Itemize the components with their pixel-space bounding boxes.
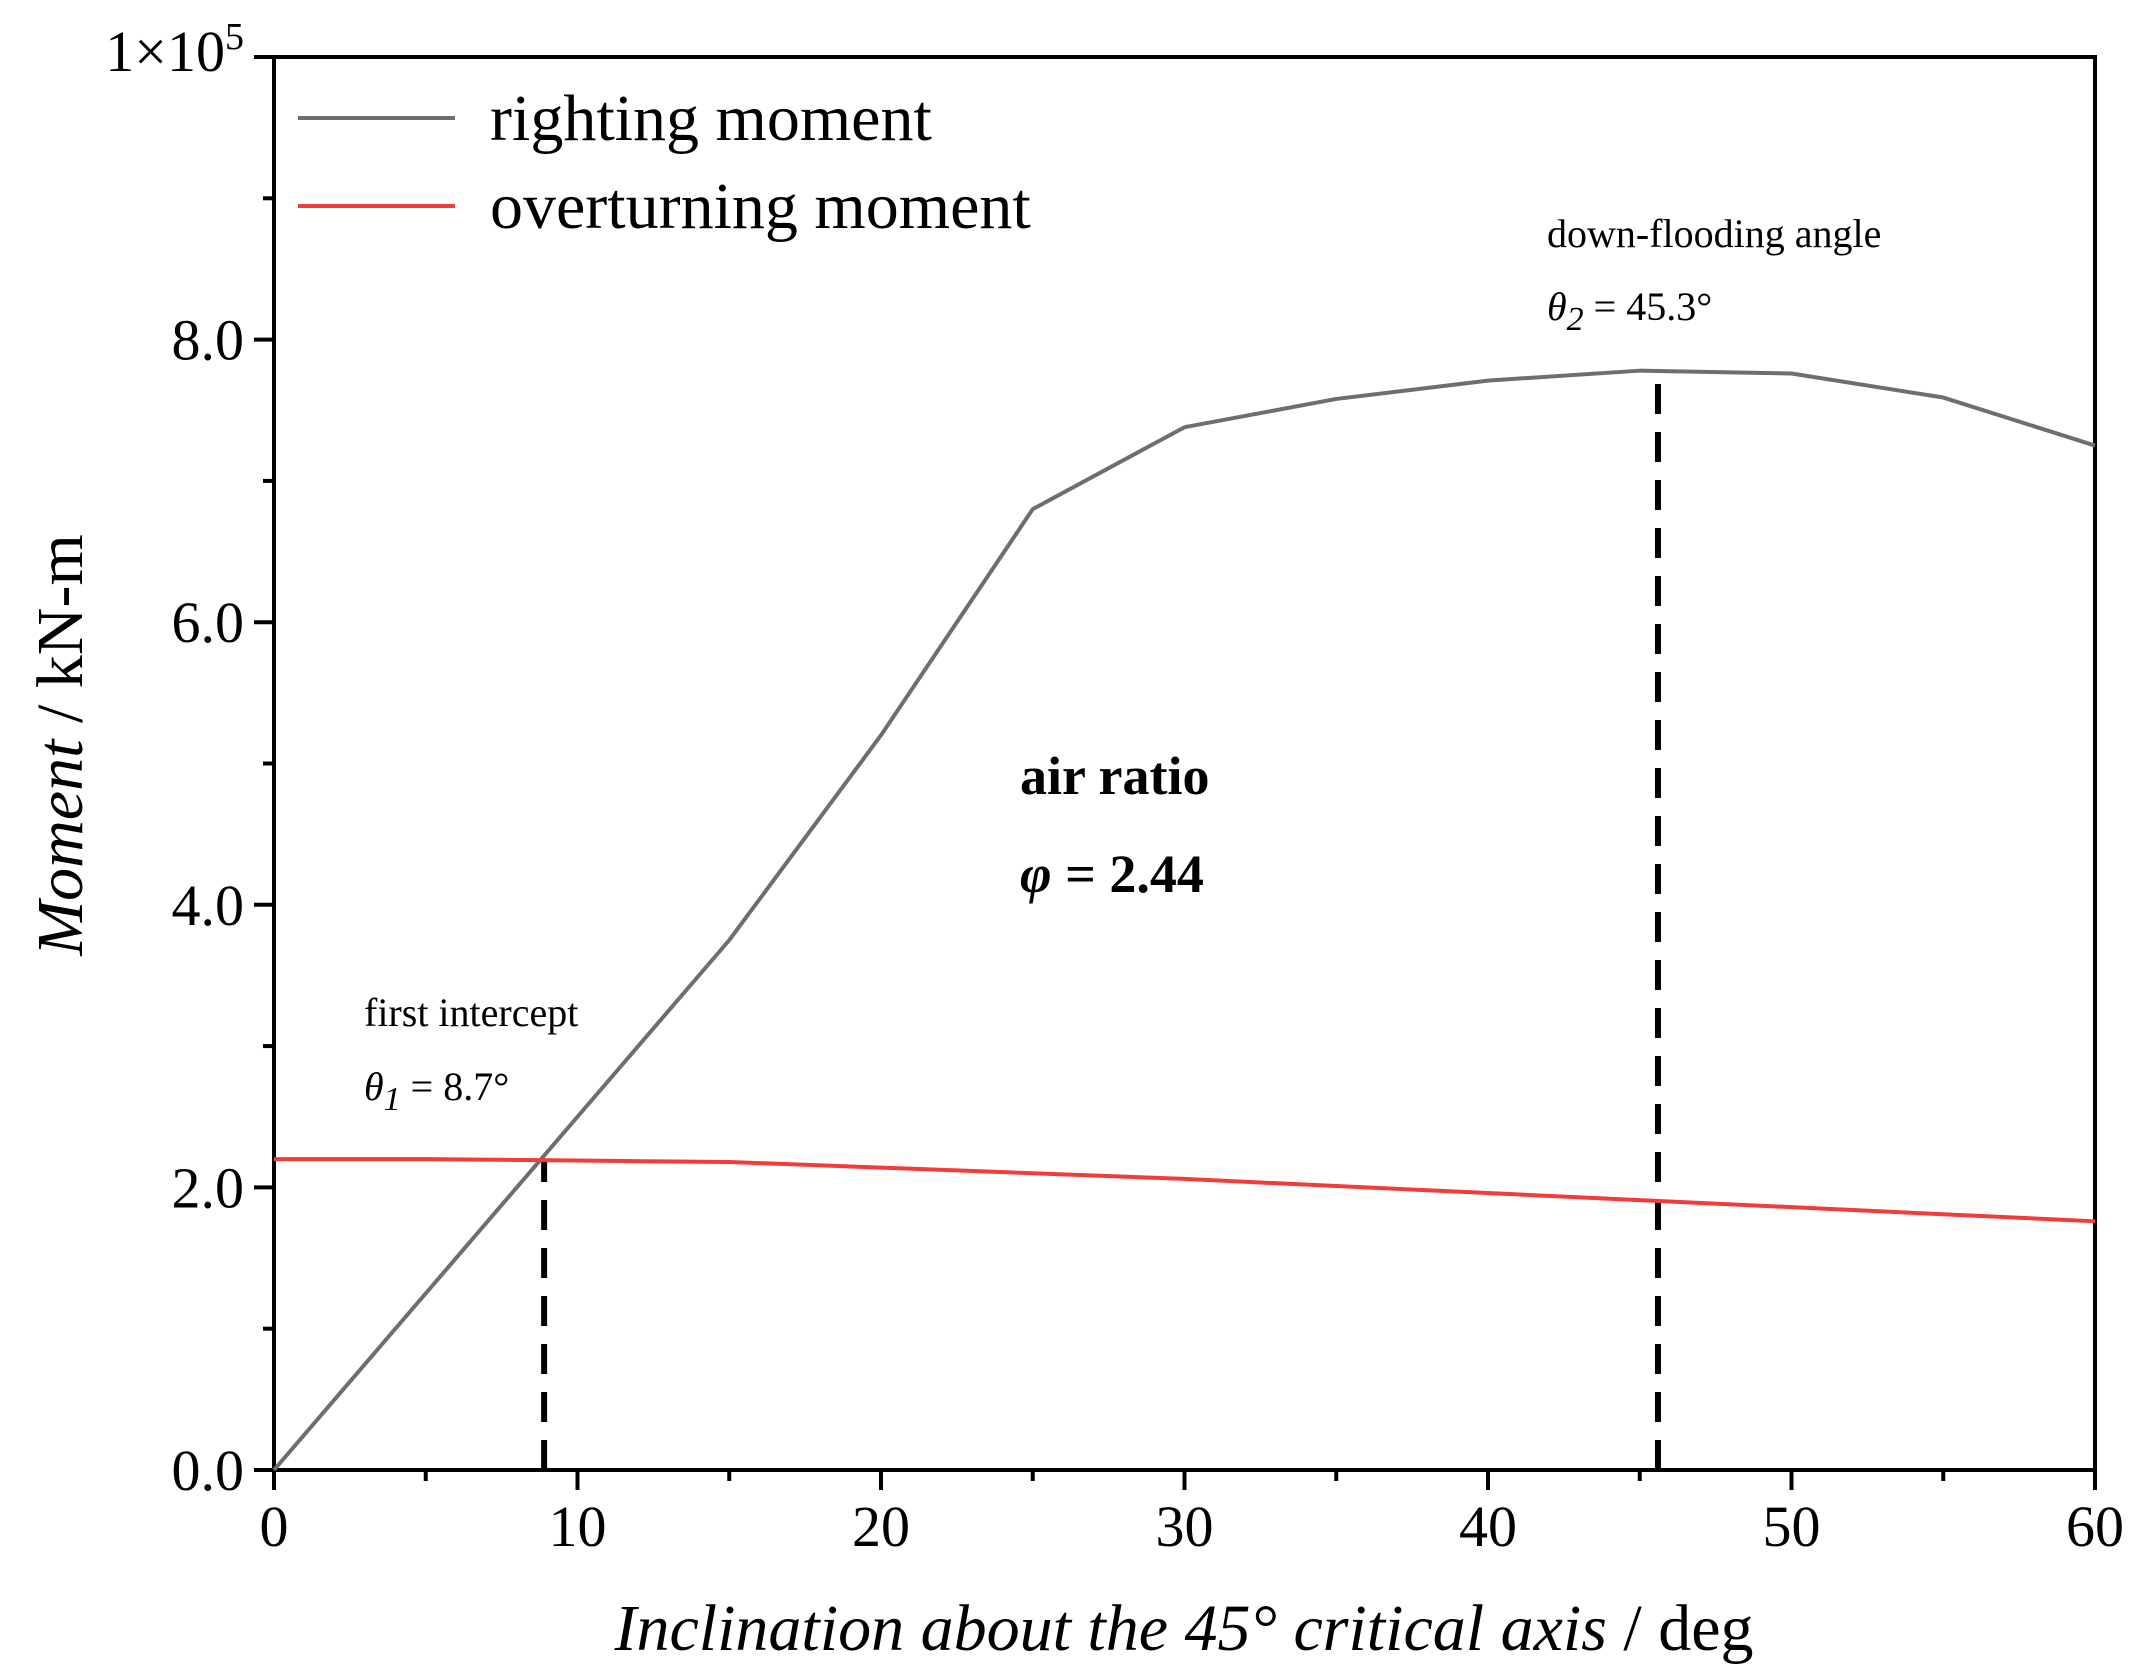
axis-ticks bbox=[254, 55, 2097, 1490]
y-tick-label: 4.0 bbox=[172, 873, 245, 938]
y-tick-label: 6.0 bbox=[172, 590, 245, 655]
reference-lines bbox=[541, 370, 1661, 1470]
y-tick-label: 0.0 bbox=[172, 1438, 245, 1503]
series-group bbox=[272, 368, 2096, 1472]
annotation-first-intercept-value: θ1 = 8.7° bbox=[364, 1064, 509, 1118]
x-tick-label: 60 bbox=[2066, 1494, 2124, 1559]
legend: righting moment overturning moment bbox=[298, 82, 1031, 243]
x-tick-label: 30 bbox=[1156, 1494, 1214, 1559]
series-line-righting-moment bbox=[272, 368, 2096, 1472]
x-tick-label: 10 bbox=[549, 1494, 607, 1559]
annotation-air-ratio-title: air ratio bbox=[1020, 746, 1209, 806]
y-tick-labels: 0.0 2.0 4.0 6.0 8.0 1×105 bbox=[105, 16, 244, 1503]
y-tick-label: 2.0 bbox=[172, 1155, 245, 1220]
y-tick-label: 8.0 bbox=[172, 308, 245, 373]
x-tick-label: 0 bbox=[260, 1494, 289, 1559]
annotation-down-flooding-title: down-flooding angle bbox=[1547, 211, 1881, 256]
x-tick-label: 40 bbox=[1459, 1494, 1517, 1559]
annotation-down-flooding: down-flooding angle θ2 = 45.3° bbox=[1547, 211, 1881, 338]
annotation-first-intercept: first intercept θ1 = 8.7° bbox=[364, 990, 578, 1118]
x-tick-label: 50 bbox=[1763, 1494, 1821, 1559]
x-tick-label: 20 bbox=[852, 1494, 910, 1559]
legend-label-overturning: overturning moment bbox=[490, 170, 1031, 243]
x-tick-labels: 0 10 20 30 40 50 60 bbox=[260, 1494, 2125, 1559]
annotation-air-ratio-value: φ = 2.44 bbox=[1020, 844, 1204, 904]
annotation-air-ratio: air ratio φ = 2.44 bbox=[1020, 746, 1209, 904]
legend-label-righting: righting moment bbox=[490, 82, 932, 155]
series-line-overturning-moment bbox=[274, 1157, 2096, 1224]
y-axis-label: Moment / kN-m bbox=[24, 534, 97, 957]
annotation-first-intercept-title: first intercept bbox=[364, 990, 578, 1035]
y-tick-label: 1×105 bbox=[105, 16, 244, 84]
x-axis-label: Inclination about the 45° critical axis … bbox=[613, 1592, 1753, 1665]
annotation-down-flooding-value: θ2 = 45.3° bbox=[1547, 284, 1712, 338]
